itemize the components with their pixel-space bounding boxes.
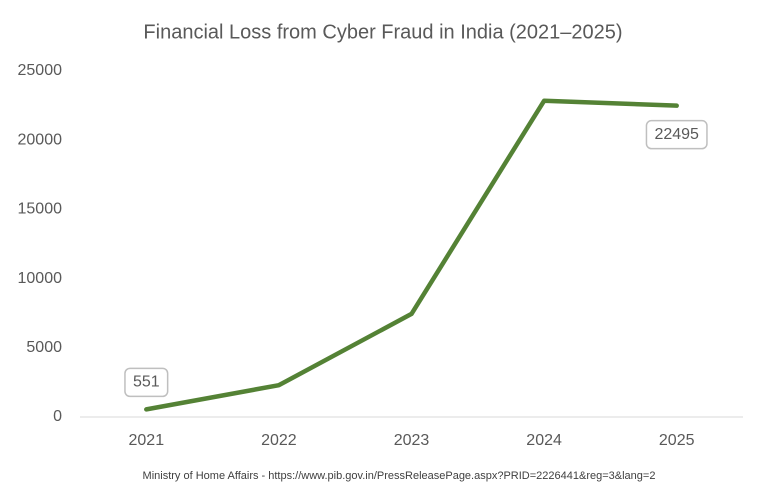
x-tick-label: 2023 <box>394 432 430 449</box>
chart-title: Financial Loss from Cyber Fraud in India… <box>143 21 622 43</box>
x-tick-label: 2024 <box>526 432 562 449</box>
y-tick-label: 20000 <box>18 131 63 148</box>
data-label: 22495 <box>654 126 699 143</box>
data-label-box <box>645 119 708 150</box>
data-label-box <box>124 367 169 398</box>
x-tick-label: 2025 <box>659 432 695 449</box>
data-label: 551 <box>133 374 160 391</box>
x-tick-label: 2022 <box>261 432 297 449</box>
y-tick-label: 15000 <box>18 201 63 218</box>
y-tick-label: 0 <box>53 408 62 425</box>
y-tick-label: 5000 <box>26 339 62 356</box>
y-tick-label: 10000 <box>18 270 63 287</box>
y-tick-label: 25000 <box>18 62 63 79</box>
data-line <box>144 98 679 412</box>
x-tick-label: 2021 <box>129 432 165 449</box>
source-note: Ministry of Home Affairs - https://www.p… <box>143 470 656 482</box>
